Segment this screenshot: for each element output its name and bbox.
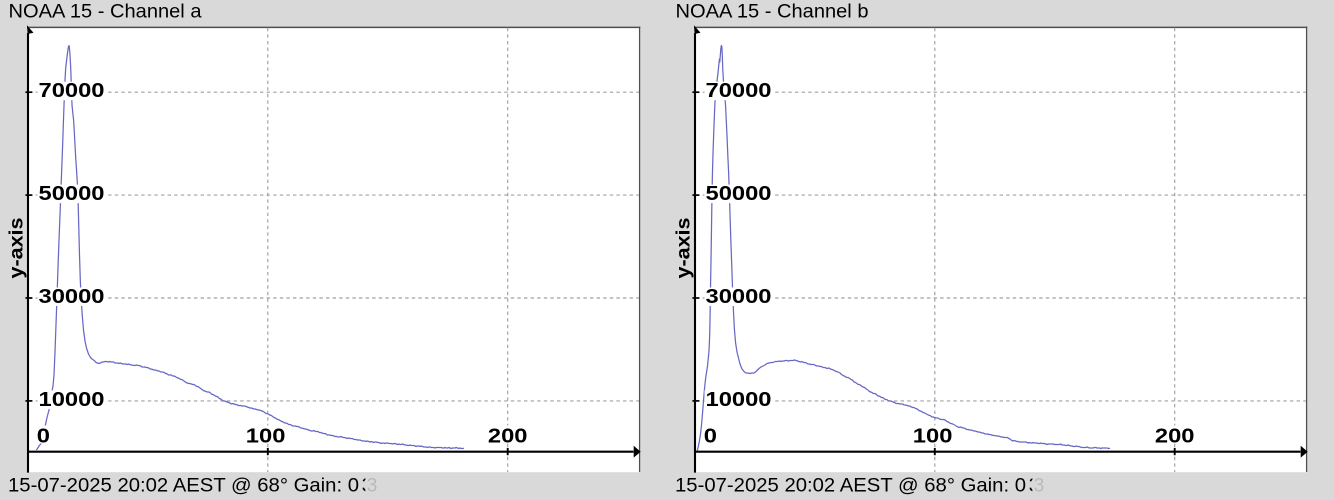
svg-text:3: 3 xyxy=(1029,475,1040,496)
svg-text:30000: 30000 xyxy=(706,286,772,308)
svg-text:50000: 50000 xyxy=(706,183,772,205)
svg-text:0: 0 xyxy=(704,425,717,447)
svg-text:10000: 10000 xyxy=(706,389,772,411)
svg-text:70000: 70000 xyxy=(706,80,772,102)
svg-text:0: 0 xyxy=(37,425,50,447)
svg-text:3: 3 xyxy=(362,475,373,496)
svg-text:200: 200 xyxy=(1155,425,1195,447)
svg-text:100: 100 xyxy=(913,425,953,447)
svg-text:y-axis: y-axis xyxy=(674,218,695,279)
svg-text:15-07-2025 20:02 AEST @ 68° Ga: 15-07-2025 20:02 AEST @ 68° Gain: 0 xyxy=(675,475,1026,496)
svg-text:30000: 30000 xyxy=(39,286,105,308)
svg-text:y-axis: y-axis xyxy=(7,218,28,279)
svg-text:NOAA 15 - Channel b: NOAA 15 - Channel b xyxy=(676,2,869,23)
svg-text:15-07-2025 20:02 AEST @ 68° Ga: 15-07-2025 20:02 AEST @ 68° Gain: 0 xyxy=(8,475,359,496)
svg-text:100: 100 xyxy=(246,425,286,447)
svg-text:50000: 50000 xyxy=(39,183,105,205)
svg-text:200: 200 xyxy=(488,425,528,447)
svg-text:3: 3 xyxy=(367,475,378,496)
svg-text:10000: 10000 xyxy=(39,389,105,411)
svg-text:NOAA 15 - Channel a: NOAA 15 - Channel a xyxy=(9,2,202,23)
svg-text:3: 3 xyxy=(1034,475,1045,496)
svg-text:70000: 70000 xyxy=(39,80,105,102)
